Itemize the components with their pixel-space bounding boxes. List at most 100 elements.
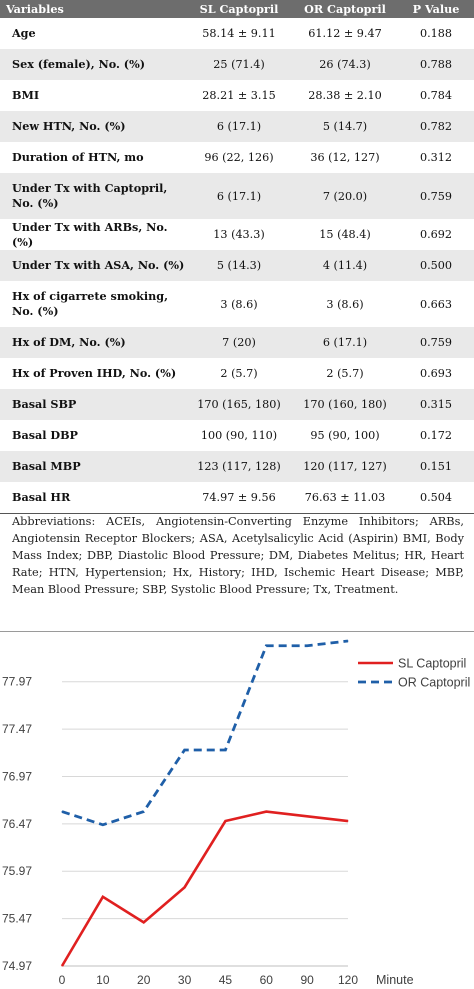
x-tick-label: 45 [219, 973, 233, 987]
abbreviations-footnote: Abbreviations: ACEIs, Angiotensin-Conver… [12, 515, 464, 596]
series-line-or-captopril [61, 639, 349, 827]
data-point [347, 820, 349, 822]
row-sl-value: 3 (8.6) [220, 297, 258, 311]
row-variable: Under Tx with Captopril, No. (%) [0, 173, 186, 219]
data-point [265, 645, 267, 647]
data-point [61, 811, 63, 813]
row-sl-value: 2 (5.7) [220, 367, 258, 380]
row-or-value: 26 (74.3) [292, 49, 398, 80]
legend-label: OR Captopril [398, 676, 470, 690]
row-variable: New HTN, No. (%) [0, 111, 186, 142]
row-or-value: 7 (20.0) [292, 173, 398, 219]
row-p-value: 0.788 [398, 49, 474, 80]
row-or-value: 120 (117, 127) [292, 451, 398, 482]
row-variable: Under Tx with ASA, No. (%) [0, 250, 186, 281]
table-row: Under Tx with ARBs, No. (%) 13 (43.3) 15 (… [0, 219, 474, 250]
row-sl-value: 25 (71.4) [186, 49, 292, 80]
data-point [265, 811, 267, 813]
row-sl-value: 7 (20) [186, 327, 292, 358]
legend-label: SL Captopril [398, 657, 466, 671]
row-p-value: 0.500 [398, 250, 474, 281]
row-sl-value: 170 (165, 180) [186, 389, 292, 420]
data-point [143, 811, 145, 813]
data-point [61, 965, 63, 967]
table-row: Duration of HTN, mo 96 (22, 126) 36 (12, 1… [0, 142, 474, 173]
row-variable: Basal MBP [0, 451, 186, 482]
row-p-value: 0.312 [419, 151, 453, 164]
row-or-value: 61.12 ± 9.47 [308, 27, 382, 40]
table-row: Sex (female), No. (%) 25 (71.4) 26 (74.3) 0… [0, 49, 474, 80]
row-p-value: 0.784 [419, 89, 453, 102]
y-tick-label: 75.97 [2, 864, 32, 878]
row-variable: Sex (female), No. (%) [0, 49, 186, 80]
table-row: Under Tx with Captopril, No. (%) 6 (17.1)… [0, 173, 474, 219]
row-sl-value: 58.14 ± 9.11 [202, 27, 276, 40]
row-p-value: 0.693 [419, 367, 453, 380]
row-variable: Duration of HTN, mo [12, 150, 144, 164]
table-row: Hx of Proven IHD, No. (%) 2 (5.7) 2 (5.7) 0… [0, 358, 474, 389]
table-body: Age 58.14 ± 9.11 61.12 ± 9.47 0.188 Sex (fem… [0, 18, 474, 514]
series-line-sl-captopril [60, 810, 349, 967]
table-row: Basal SBP 170 (165, 180) 170 (160, 180) 0.3… [0, 389, 474, 420]
row-variable: Hx of Proven IHD, No. (%) [12, 366, 177, 380]
header-sl-captopril: SL Captopril [186, 0, 292, 18]
data-point [224, 820, 226, 822]
y-tick-label: 75.47 [2, 912, 32, 926]
row-or-value: 95 (90, 100) [310, 429, 380, 442]
x-axis-label: Minute [376, 973, 414, 987]
data-point [306, 815, 308, 817]
row-or-value: 76.63 ± 11.03 [292, 482, 398, 514]
y-tick-label: 76.97 [2, 769, 32, 783]
row-p-value: 0.504 [398, 482, 474, 514]
row-sl-value: 100 (90, 110) [200, 429, 278, 442]
data-point [306, 645, 308, 647]
x-tick-label: 0 [59, 973, 66, 987]
y-tick-label: 74.97 [2, 959, 32, 973]
row-or-value: 2 (5.7) [326, 367, 364, 380]
row-variable: Under Tx with ARBs, No. (%) [12, 219, 168, 249]
data-point [102, 824, 104, 826]
heart-rate-line-chart: 74.97 75.47 75.97 76.47 76.97 77.47 77.97 0 10 20… [2, 639, 470, 987]
row-or-value: 36 (12, 127) [310, 151, 380, 164]
baseline-characteristics-table: Variables SL Captopril OR Captopril P Va… [0, 0, 474, 514]
row-or-value: 170 (160, 180) [292, 389, 398, 420]
y-tick-label: 77.97 [2, 675, 32, 689]
row-variable: Basal SBP [0, 389, 186, 420]
header-or-captopril: OR Captopril [292, 0, 398, 18]
row-sl-value: 28.21 ± 3.15 [202, 89, 276, 102]
row-p-value: 0.692 [419, 228, 453, 241]
row-sl-value: 6 (17.1) [186, 173, 292, 219]
x-tick-label: 60 [260, 973, 274, 987]
table-row: Hx of cigarrete smoking, No. (%) 3 (8.6) 3… [0, 281, 474, 327]
row-p-value: 0.315 [398, 389, 474, 420]
row-sl-value: 13 (43.3) [213, 228, 265, 241]
row-p-value: 0.663 [419, 297, 453, 311]
table-row: Age 58.14 ± 9.11 61.12 ± 9.47 0.188 [0, 18, 474, 49]
table-row: Hx of DM, No. (%) 7 (20) 6 (17.1) 0.759 [0, 327, 474, 358]
row-p-value: 0.151 [398, 451, 474, 482]
data-point [224, 749, 226, 751]
x-tick-label: 120 [338, 973, 358, 987]
header-p-value: P Value [398, 0, 474, 18]
row-sl-value: 74.97 ± 9.56 [186, 482, 292, 514]
row-or-value: 3 (8.6) [326, 297, 364, 311]
table-row: New HTN, No. (%) 6 (17.1) 5 (14.7) 0.782 [0, 111, 474, 142]
row-or-value: 15 (48.4) [319, 228, 371, 241]
data-point [184, 886, 186, 888]
data-point [143, 921, 145, 923]
row-variable: Basal DBP [12, 428, 78, 442]
row-p-value: 0.172 [419, 429, 453, 442]
row-variable: Hx of DM, No. (%) [0, 327, 186, 358]
row-or-value: 4 (11.4) [292, 250, 398, 281]
row-variable: BMI [12, 88, 40, 102]
x-tick-label: 90 [300, 973, 314, 987]
section-divider [0, 631, 474, 632]
row-or-value: 6 (17.1) [292, 327, 398, 358]
y-tick-label: 76.47 [2, 817, 32, 831]
row-sl-value: 5 (14.3) [186, 250, 292, 281]
table-row: Basal MBP 123 (117, 128) 120 (117, 127) 0.1… [0, 451, 474, 482]
row-variable: Hx of cigarrete smoking, No. (%) [12, 289, 168, 318]
data-point [184, 749, 186, 751]
row-or-value: 28.38 ± 2.10 [308, 89, 382, 102]
header-variables: Variables [0, 0, 186, 18]
